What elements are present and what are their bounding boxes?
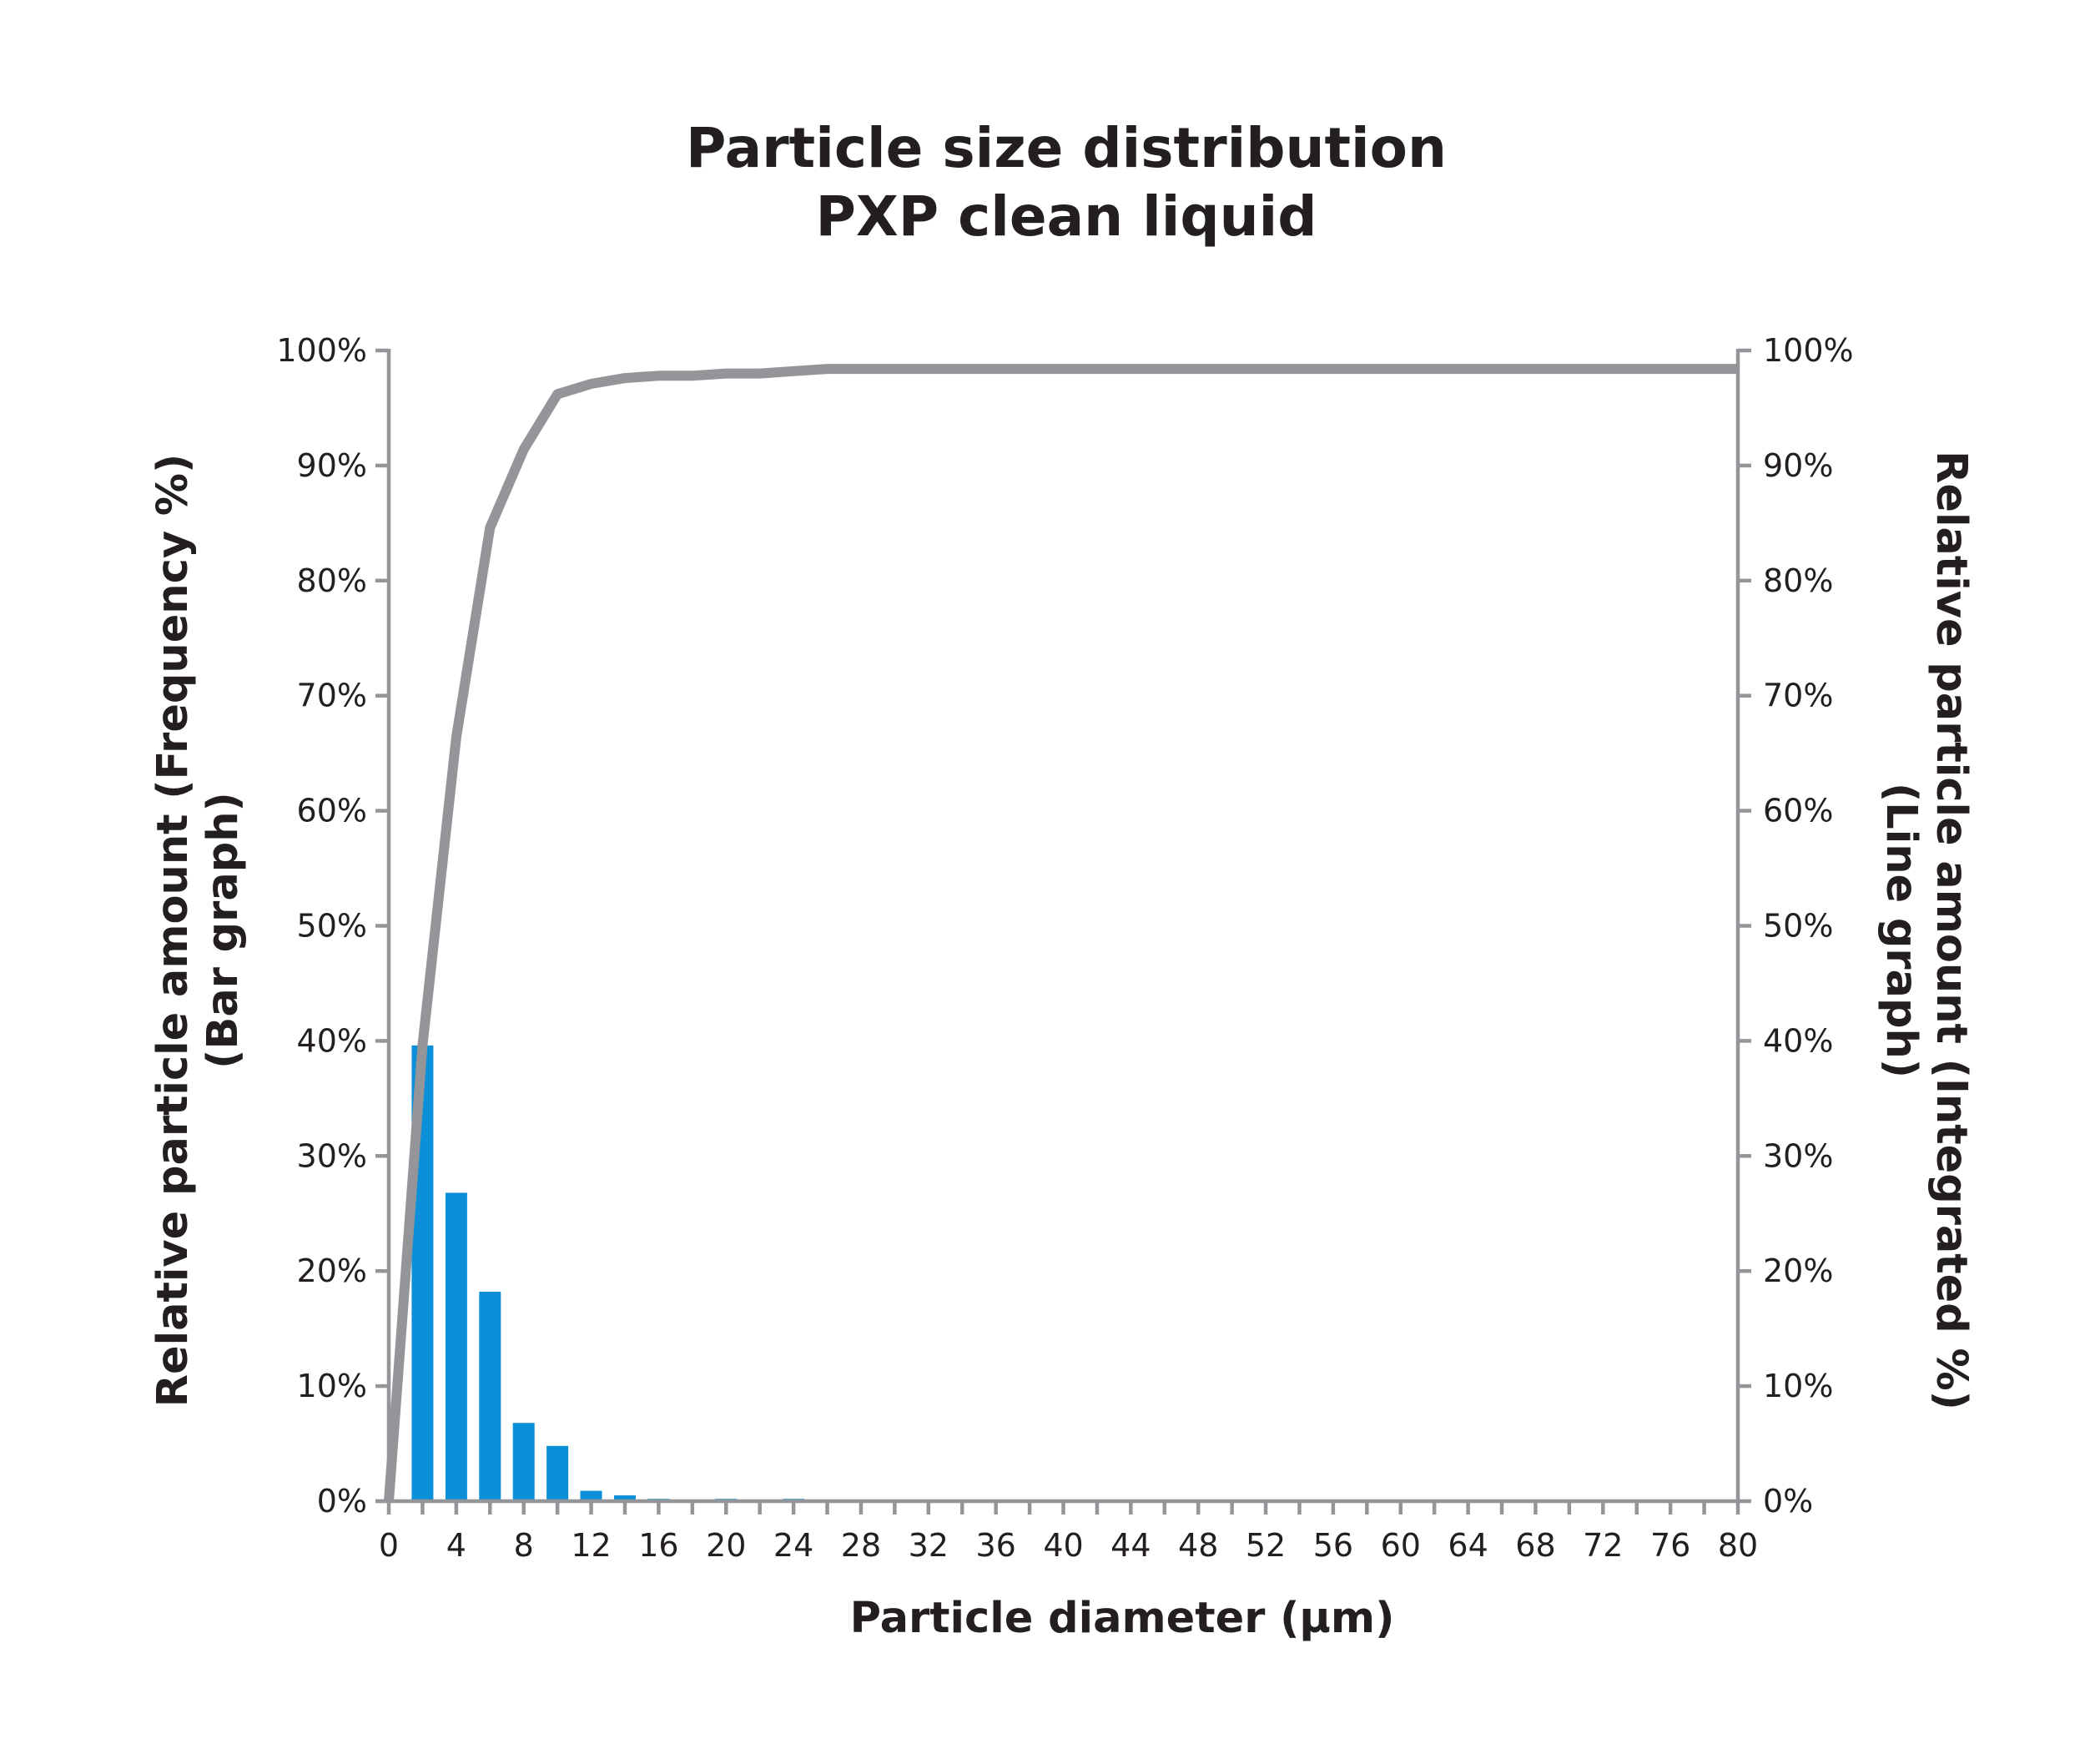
y2-tick-label-2: 20% — [1763, 1252, 1833, 1289]
x-tick-label-6: 24 — [773, 1527, 813, 1564]
bar-12 — [580, 1490, 602, 1501]
x-tick-label-16: 64 — [1448, 1527, 1488, 1564]
bar-14 — [614, 1495, 636, 1501]
x-tick-label-4: 16 — [638, 1527, 678, 1564]
y2-tick-label-0: 0% — [1763, 1483, 1813, 1520]
y2-tick-label-1: 10% — [1763, 1368, 1833, 1404]
x-tick-label-15: 60 — [1381, 1527, 1421, 1564]
x-tick-label-9: 36 — [975, 1527, 1015, 1564]
x-tick-label-14: 56 — [1313, 1527, 1353, 1564]
y-axis-label: Relative particle amount (Frequency %) — [149, 454, 198, 1408]
y-tick-label-0: 0% — [317, 1483, 367, 1520]
x-tick-label-1: 4 — [446, 1527, 466, 1564]
x-tick-label-10: 40 — [1043, 1527, 1083, 1564]
y-tick-label-2: 20% — [297, 1252, 367, 1289]
y2-tick-label-6: 60% — [1763, 793, 1833, 829]
y2-axis-sublabel: (Line graph) — [1876, 783, 1926, 1078]
y-tick-label-5: 50% — [297, 908, 367, 945]
chart-title: Particle size distribution — [686, 116, 1447, 180]
y2-tick-label-4: 40% — [1763, 1022, 1833, 1059]
bar-6 — [479, 1292, 501, 1501]
y2-tick-label-8: 80% — [1763, 562, 1833, 599]
x-axis-label: Particle diameter (µm) — [850, 1594, 1395, 1643]
axes — [375, 348, 1751, 1515]
y-tick-label-7: 70% — [297, 678, 367, 714]
y2-tick-label-7: 70% — [1763, 678, 1833, 714]
x-tick-label-12: 48 — [1178, 1527, 1218, 1564]
y2-tick-label-9: 90% — [1763, 447, 1833, 484]
y-tick-label-8: 80% — [297, 562, 367, 599]
bar-4 — [445, 1192, 467, 1501]
y-axis-title-left: Relative particle amount (Frequency %) (… — [149, 454, 248, 1408]
x-tick-label-13: 52 — [1246, 1527, 1286, 1564]
x-tick-label-7: 28 — [841, 1527, 881, 1564]
x-tick-label-5: 20 — [706, 1527, 746, 1564]
y-axis-title-right: Relative particle amount (Integrated %) … — [1876, 451, 1976, 1410]
x-tick-label-0: 0 — [379, 1527, 399, 1564]
x-tick-label-20: 80 — [1718, 1527, 1758, 1564]
line-series — [384, 364, 1738, 1502]
x-tick-label-18: 72 — [1583, 1527, 1623, 1564]
bar-series — [411, 1045, 805, 1501]
x-tick-label-19: 76 — [1650, 1527, 1690, 1564]
y-tick-label-4: 40% — [297, 1022, 367, 1059]
x-tick-label-3: 12 — [571, 1527, 611, 1564]
x-tick-label-8: 32 — [909, 1527, 949, 1564]
y2-tick-label-5: 50% — [1763, 908, 1833, 945]
y-tick-label-10: 100% — [276, 332, 367, 369]
cumulative-line — [384, 364, 1738, 1502]
bar-8 — [512, 1423, 535, 1501]
y-tick-label-9: 90% — [297, 447, 367, 484]
y-axis-sublabel: (Bar graph) — [199, 792, 248, 1069]
y2-tick-label-10: 100% — [1763, 332, 1854, 369]
bar-10 — [546, 1445, 569, 1501]
tick-labels: 0% 10% 20% 30% 40% 50% 60% 70% 80% 90% 100% 0% 10% 20… — [276, 332, 1853, 1564]
x-tick-label-17: 68 — [1515, 1527, 1555, 1564]
x-tick-label-2: 8 — [514, 1527, 534, 1564]
y-tick-label-1: 10% — [297, 1368, 367, 1404]
y2-tick-label-3: 30% — [1763, 1137, 1833, 1174]
x-tick-label-11: 44 — [1110, 1527, 1151, 1564]
y-tick-label-6: 60% — [297, 793, 367, 829]
y2-axis-label: Relative particle amount (Integrated %) — [1926, 451, 1976, 1410]
y-tick-label-3: 30% — [297, 1137, 367, 1174]
chart-subtitle: PXP clean liquid — [816, 184, 1317, 249]
